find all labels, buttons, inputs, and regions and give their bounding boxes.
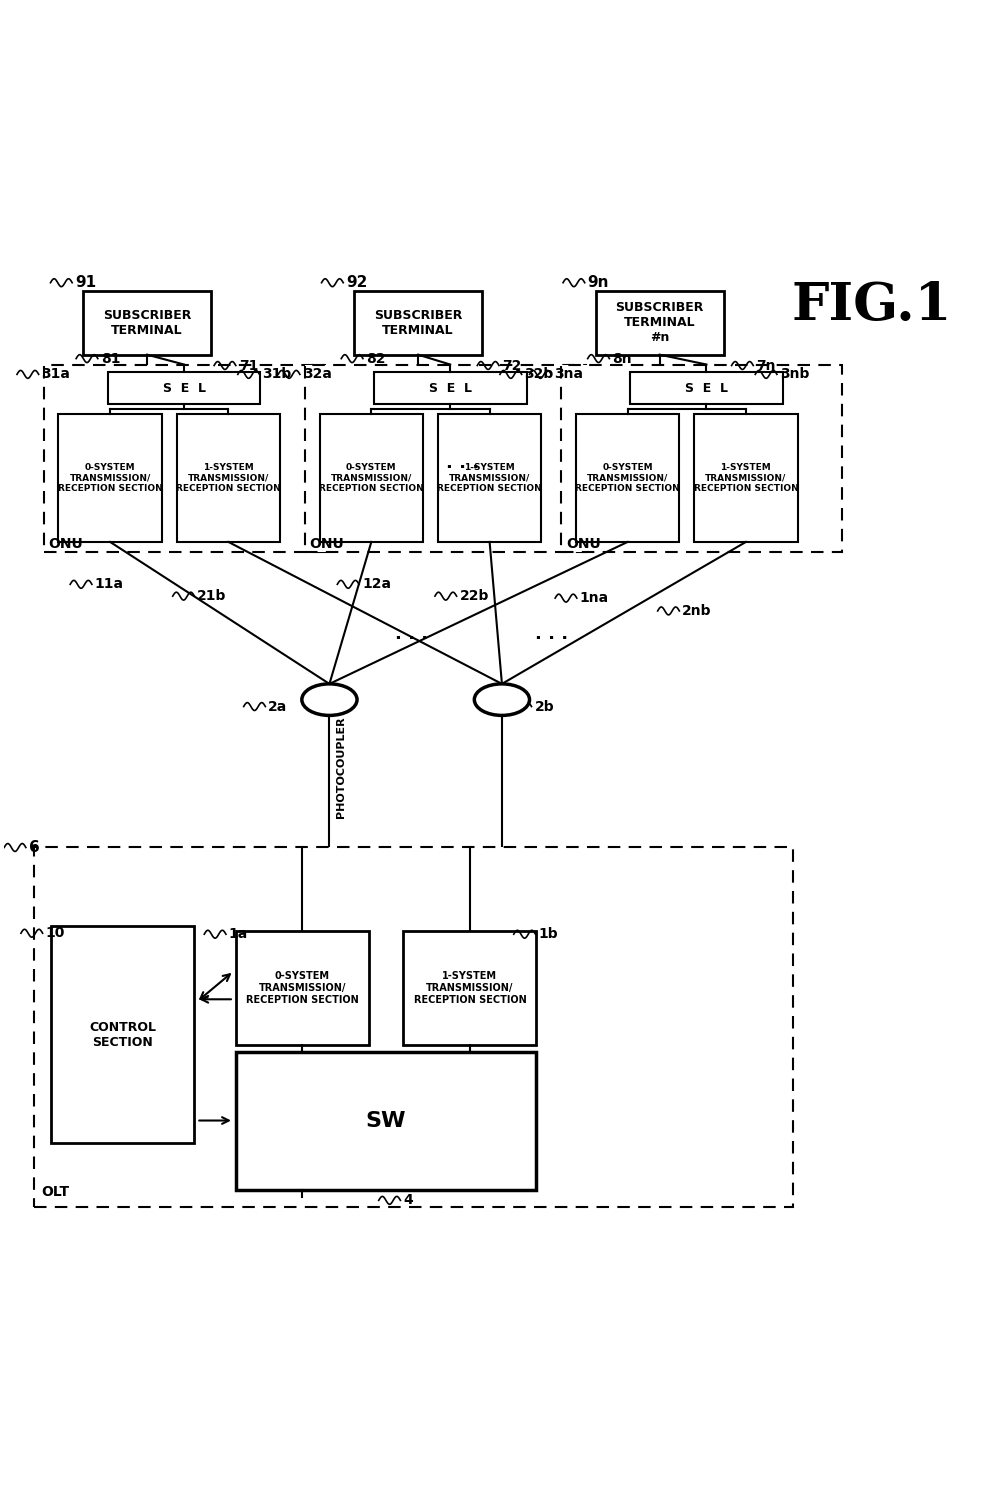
Bar: [630, 372, 783, 403]
Text: 1na: 1na: [580, 591, 609, 606]
Bar: [44, 365, 324, 552]
Text: 0-SYSTEM
TRANSMISSION/
RECEPTION SECTION: 0-SYSTEM TRANSMISSION/ RECEPTION SECTION: [576, 463, 680, 493]
Text: 81: 81: [100, 351, 120, 366]
Bar: [694, 414, 797, 542]
Text: 1-SYSTEM
TRANSMISSION/
RECEPTION SECTION: 1-SYSTEM TRANSMISSION/ RECEPTION SECTION: [176, 463, 280, 493]
Text: 71: 71: [239, 359, 258, 372]
Text: S  E  L: S E L: [428, 382, 472, 394]
Bar: [236, 1052, 537, 1189]
Bar: [83, 290, 211, 354]
Text: 2a: 2a: [268, 699, 287, 714]
Text: SUBSCRIBER
TERMINAL: SUBSCRIBER TERMINAL: [103, 308, 191, 336]
Text: 7n: 7n: [756, 359, 775, 372]
Text: FIG.1: FIG.1: [791, 280, 951, 330]
Bar: [236, 931, 369, 1045]
Text: S  E  L: S E L: [163, 382, 206, 394]
Text: 0-SYSTEM
TRANSMISSION/
RECEPTION SECTION: 0-SYSTEM TRANSMISSION/ RECEPTION SECTION: [58, 463, 162, 493]
Text: ONU: ONU: [49, 537, 83, 551]
Text: 2b: 2b: [535, 699, 554, 714]
Text: 72: 72: [502, 359, 521, 372]
Ellipse shape: [302, 684, 357, 716]
Text: PHOTOCOUPLER: PHOTOCOUPLER: [336, 716, 346, 818]
Bar: [107, 372, 260, 403]
Text: 32a: 32a: [303, 368, 332, 381]
Text: 11a: 11a: [94, 577, 124, 591]
Text: . . .: . . .: [535, 625, 568, 643]
Text: . . .: . . .: [395, 625, 427, 643]
Text: 31b: 31b: [262, 368, 291, 381]
Text: 21b: 21b: [198, 589, 227, 603]
Text: 0-SYSTEM
TRANSMISSION/
RECEPTION SECTION: 0-SYSTEM TRANSMISSION/ RECEPTION SECTION: [319, 463, 423, 493]
Bar: [354, 290, 482, 354]
Bar: [52, 927, 195, 1143]
Bar: [595, 290, 724, 354]
Ellipse shape: [474, 684, 530, 716]
Text: OLT: OLT: [42, 1186, 70, 1199]
Bar: [305, 365, 585, 552]
Text: 1-SYSTEM
TRANSMISSION/
RECEPTION SECTION: 1-SYSTEM TRANSMISSION/ RECEPTION SECTION: [414, 972, 526, 1004]
Text: 1-SYSTEM
TRANSMISSION/
RECEPTION SECTION: 1-SYSTEM TRANSMISSION/ RECEPTION SECTION: [694, 463, 798, 493]
Text: 2nb: 2nb: [682, 604, 712, 618]
Text: S  E  L: S E L: [685, 382, 728, 394]
Text: 8n: 8n: [612, 351, 632, 366]
Text: 10: 10: [46, 926, 65, 940]
Text: 3na: 3na: [555, 368, 583, 381]
Text: SUBSCRIBER
TERMINAL: SUBSCRIBER TERMINAL: [374, 308, 462, 336]
Text: 9n: 9n: [587, 275, 609, 290]
Bar: [34, 848, 792, 1207]
Text: 12a: 12a: [362, 577, 391, 591]
Text: 0-SYSTEM
TRANSMISSION/
RECEPTION SECTION: 0-SYSTEM TRANSMISSION/ RECEPTION SECTION: [246, 972, 359, 1004]
Bar: [59, 414, 162, 542]
Text: SW: SW: [366, 1110, 407, 1131]
Text: SUBSCRIBER
TERMINAL
#n: SUBSCRIBER TERMINAL #n: [615, 301, 704, 344]
Bar: [438, 414, 542, 542]
Text: . . .: . . .: [446, 454, 479, 472]
Text: ONU: ONU: [310, 537, 345, 551]
Bar: [320, 414, 423, 542]
Text: 92: 92: [346, 275, 368, 290]
Bar: [177, 414, 280, 542]
Text: ONU: ONU: [566, 537, 600, 551]
Text: 32b: 32b: [525, 368, 554, 381]
Text: 91: 91: [76, 275, 96, 290]
Text: 3nb: 3nb: [780, 368, 809, 381]
Text: 6: 6: [29, 841, 40, 856]
Bar: [561, 365, 842, 552]
Bar: [576, 414, 679, 542]
Text: 1a: 1a: [229, 927, 248, 942]
Text: 82: 82: [366, 351, 386, 366]
Text: 22b: 22b: [459, 589, 489, 603]
Bar: [404, 931, 537, 1045]
Text: CONTROL
SECTION: CONTROL SECTION: [89, 1021, 156, 1049]
Text: 4: 4: [404, 1193, 414, 1207]
Bar: [374, 372, 527, 403]
Text: 1-SYSTEM
TRANSMISSION/
RECEPTION SECTION: 1-SYSTEM TRANSMISSION/ RECEPTION SECTION: [437, 463, 542, 493]
Text: 1b: 1b: [539, 927, 558, 942]
Text: 31a: 31a: [42, 368, 71, 381]
